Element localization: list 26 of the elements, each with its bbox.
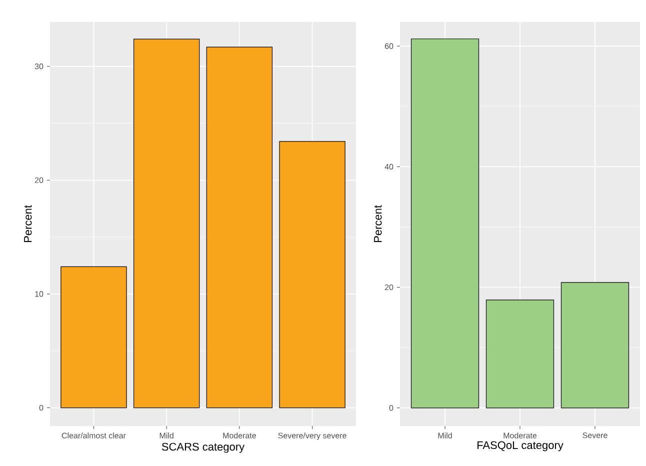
- x-tick-label: Clear/almost clear: [62, 432, 126, 438]
- y-tick-label: 10: [35, 291, 44, 297]
- y-tick-label: 30: [34, 64, 44, 70]
- y-tick-label: 20: [384, 284, 394, 290]
- y-tick-label: 20: [34, 177, 44, 184]
- y-tick-label: 60: [384, 43, 394, 49]
- x-tick-label: Mild: [438, 432, 452, 438]
- y-axis-title: Percent: [24, 205, 32, 242]
- bar: [133, 38, 200, 408]
- bar: [486, 300, 554, 408]
- x-tick-label: Severe: [582, 432, 608, 438]
- x-tick-label: Moderate: [504, 432, 537, 438]
- bar: [279, 141, 346, 408]
- y-tick-label: 40: [384, 164, 394, 170]
- x-tick-label: Severe/very severe: [278, 432, 346, 440]
- y-tick-label: 0: [389, 405, 394, 411]
- x-tick-label: Moderate: [223, 432, 256, 438]
- bar: [410, 38, 480, 408]
- bar: [60, 266, 127, 408]
- x-axis-title: SCARS category: [162, 442, 245, 453]
- x-tick-label: Mild: [160, 432, 174, 438]
- x-axis-title: FASQoL category: [477, 441, 564, 452]
- y-axis-title: Percent: [374, 205, 382, 242]
- bar: [206, 46, 273, 408]
- y-tick-label: 0: [39, 404, 44, 411]
- bar: [560, 282, 630, 408]
